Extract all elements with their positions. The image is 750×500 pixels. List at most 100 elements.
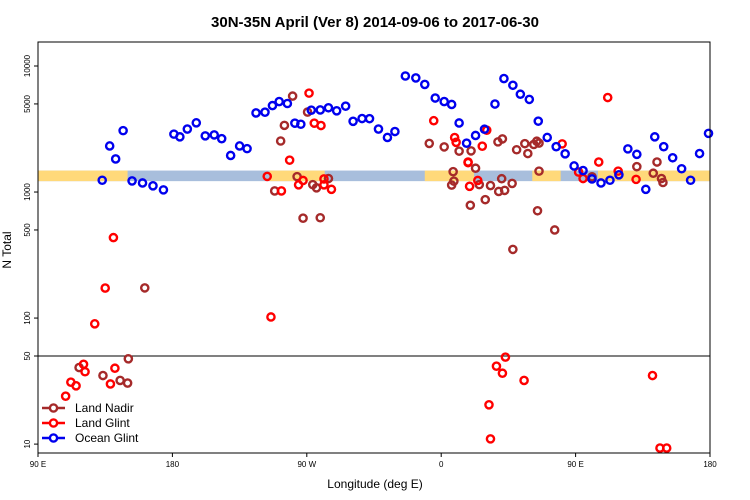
data-point — [275, 136, 286, 146]
data-point — [439, 142, 449, 152]
data-point — [491, 361, 502, 372]
data-point — [110, 363, 120, 374]
legend-label: Land Glint — [75, 416, 130, 430]
data-point — [656, 173, 667, 184]
y-tick-label: 100 — [23, 311, 32, 325]
data-point — [542, 132, 553, 143]
x-tick-label: 90 E — [567, 460, 583, 469]
data-point — [676, 163, 687, 174]
data-point — [279, 120, 290, 131]
data-point — [449, 176, 459, 186]
y-axis-label: N Total — [0, 231, 14, 268]
data-point — [596, 178, 606, 188]
data-point — [191, 118, 202, 128]
data-point — [587, 174, 597, 184]
data-point — [667, 152, 678, 163]
data-point — [123, 354, 134, 364]
data-point — [480, 194, 491, 205]
data-point — [508, 244, 518, 255]
y-tick-label: 5000 — [23, 94, 32, 112]
data-point — [497, 134, 508, 144]
x-tick-label: 180 — [703, 460, 717, 469]
data-point — [511, 144, 522, 155]
chart-title: 30N-35N April (Ver 8) 2014-09-06 to 2017… — [211, 14, 539, 31]
legend-label: Land Nadir — [75, 401, 134, 415]
data-point — [470, 163, 481, 174]
data-point — [319, 174, 329, 184]
data-point — [323, 102, 334, 113]
land-band-segment — [424, 170, 475, 182]
data-point — [649, 132, 660, 142]
data-point — [428, 115, 439, 126]
data-point — [216, 133, 227, 144]
legend-marker — [48, 403, 59, 413]
ocean-band — [38, 170, 710, 182]
data-point — [466, 146, 476, 156]
data-point — [446, 99, 457, 110]
data-point — [439, 96, 449, 107]
data-point — [225, 150, 236, 161]
data-point — [694, 148, 705, 159]
data-point — [98, 370, 108, 381]
data-point — [614, 169, 624, 180]
x-tick-label: 90 E — [30, 460, 46, 469]
data-point — [306, 105, 317, 115]
x-tick-label: 90 W — [297, 460, 316, 469]
data-point — [148, 181, 158, 191]
data-point — [485, 434, 496, 444]
data-point — [490, 99, 500, 109]
data-point — [515, 89, 526, 100]
data-point — [605, 175, 615, 186]
data-point — [519, 375, 529, 386]
data-point — [251, 108, 261, 118]
data-point — [373, 124, 384, 134]
data-point — [108, 232, 119, 243]
data-point — [463, 157, 473, 168]
data-point — [479, 124, 490, 135]
data-point — [311, 183, 322, 193]
data-point — [390, 126, 400, 137]
data-point — [551, 141, 561, 152]
data-point — [105, 379, 116, 389]
data-point — [485, 180, 496, 191]
y-tick-label: 500 — [23, 223, 32, 237]
data-point — [71, 381, 81, 391]
data-point — [267, 100, 278, 111]
y-tick-label: 10 — [23, 439, 32, 448]
data-point — [499, 73, 509, 84]
series-land-glint — [60, 88, 672, 453]
data-point — [496, 173, 507, 184]
data-point — [520, 138, 530, 149]
land-band-segment — [38, 170, 128, 182]
data-point — [274, 96, 284, 107]
data-point — [470, 130, 481, 141]
data-point — [122, 378, 133, 388]
data-point — [454, 146, 464, 156]
data-point — [411, 73, 421, 83]
data-point — [534, 166, 544, 176]
data-point — [461, 138, 472, 149]
data-point — [104, 141, 115, 151]
data-point — [175, 132, 185, 142]
data-point — [578, 165, 588, 176]
data-point — [298, 175, 308, 186]
data-point — [658, 141, 669, 152]
data-point — [115, 375, 125, 386]
data-point — [315, 212, 326, 223]
data-point — [282, 98, 293, 109]
data-point — [661, 443, 672, 453]
data-point — [100, 283, 110, 293]
x-axis-label: Longitude (deg E) — [327, 477, 422, 491]
x-axis: 90 E 180 90 W 0 90 E 180 — [30, 453, 717, 469]
data-point — [357, 113, 367, 124]
data-point — [632, 149, 642, 160]
data-point — [448, 166, 458, 177]
data-point — [340, 101, 351, 111]
data-point — [60, 391, 71, 401]
data-point — [182, 124, 193, 134]
data-point — [640, 184, 651, 195]
x-tick-label: 180 — [166, 460, 180, 469]
data-point — [703, 128, 714, 139]
data-point — [451, 137, 461, 148]
